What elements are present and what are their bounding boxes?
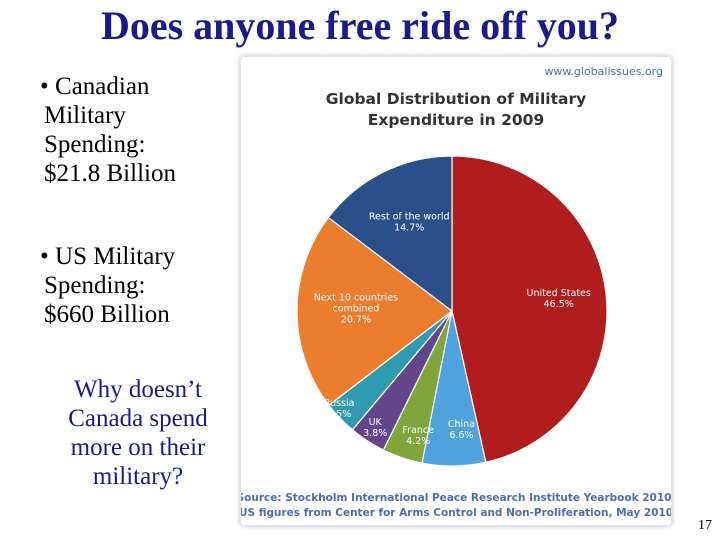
source-line-1: Source: Stockholm International Peace Re… xyxy=(241,492,671,504)
website-label: www.globalissues.org xyxy=(544,65,663,78)
bullet-us-spending: • US Military Spending: $660 Billion xyxy=(40,242,244,329)
bullet-line: Military xyxy=(44,102,126,129)
slice-label-china: China 6.6% xyxy=(448,419,475,441)
bullet-line: Spending: xyxy=(44,272,146,299)
question-line: military? xyxy=(92,463,184,490)
slice-label-united-states: United States 46.5% xyxy=(527,288,591,310)
bullet-line: $660 Billion xyxy=(44,301,170,328)
bullet-canada-spending: • Canadian Military Spending: $21.8 Bill… xyxy=(40,72,244,188)
bullet-text: Canadian xyxy=(55,73,150,100)
slice-label-rest-of-the-world: Rest of the world 14.7% xyxy=(369,212,450,234)
slice-label-france: France 4.2% xyxy=(402,425,434,447)
bullet-line: • US Military xyxy=(40,242,244,271)
question-line: more on their xyxy=(70,434,206,461)
pie-chart: www.globalissues.org Global Distribution… xyxy=(241,65,671,519)
slice-label-russia: Russia 3.5% xyxy=(324,398,355,420)
pie-slice-united-states xyxy=(451,155,608,463)
chart-card: www.globalissues.org Global Distribution… xyxy=(240,56,672,526)
bullet-marker: • xyxy=(40,73,49,100)
chart-title-line-2: Expenditure in 2009 xyxy=(368,111,545,129)
slice-label-next-10-countries-combined: Next 10 countries combined 20.7% xyxy=(314,292,398,325)
slide-title: Does anyone free ride off you? xyxy=(100,3,620,48)
question-line: Canada spend xyxy=(68,405,208,432)
bullet-line: Spending: xyxy=(44,131,146,158)
pie-slices xyxy=(296,155,608,467)
question-line: Why doesn’t xyxy=(74,376,202,403)
slice-label-uk: UK 3.8% xyxy=(363,417,387,439)
source-line-2: (US figures from Center for Arms Control… xyxy=(241,507,671,519)
page-number: 17 xyxy=(698,518,712,533)
pie-slice-next-10-countries-combined xyxy=(296,216,453,407)
chart-title-line-1: Global Distribution of Military xyxy=(326,90,586,108)
question-text: Why doesn’t Canada spend more on their m… xyxy=(40,375,236,491)
pie-slice-rest-of-the-world xyxy=(327,155,453,313)
bullet-line: $21.8 Billion xyxy=(44,160,176,187)
bullet-line: • Canadian xyxy=(40,72,244,101)
pie-slice-labels: United States 46.5% China 6.6% France 4.2% UK 3… xyxy=(314,212,591,447)
bullet-marker: • xyxy=(40,243,49,270)
bullet-text: US Military xyxy=(55,243,176,270)
